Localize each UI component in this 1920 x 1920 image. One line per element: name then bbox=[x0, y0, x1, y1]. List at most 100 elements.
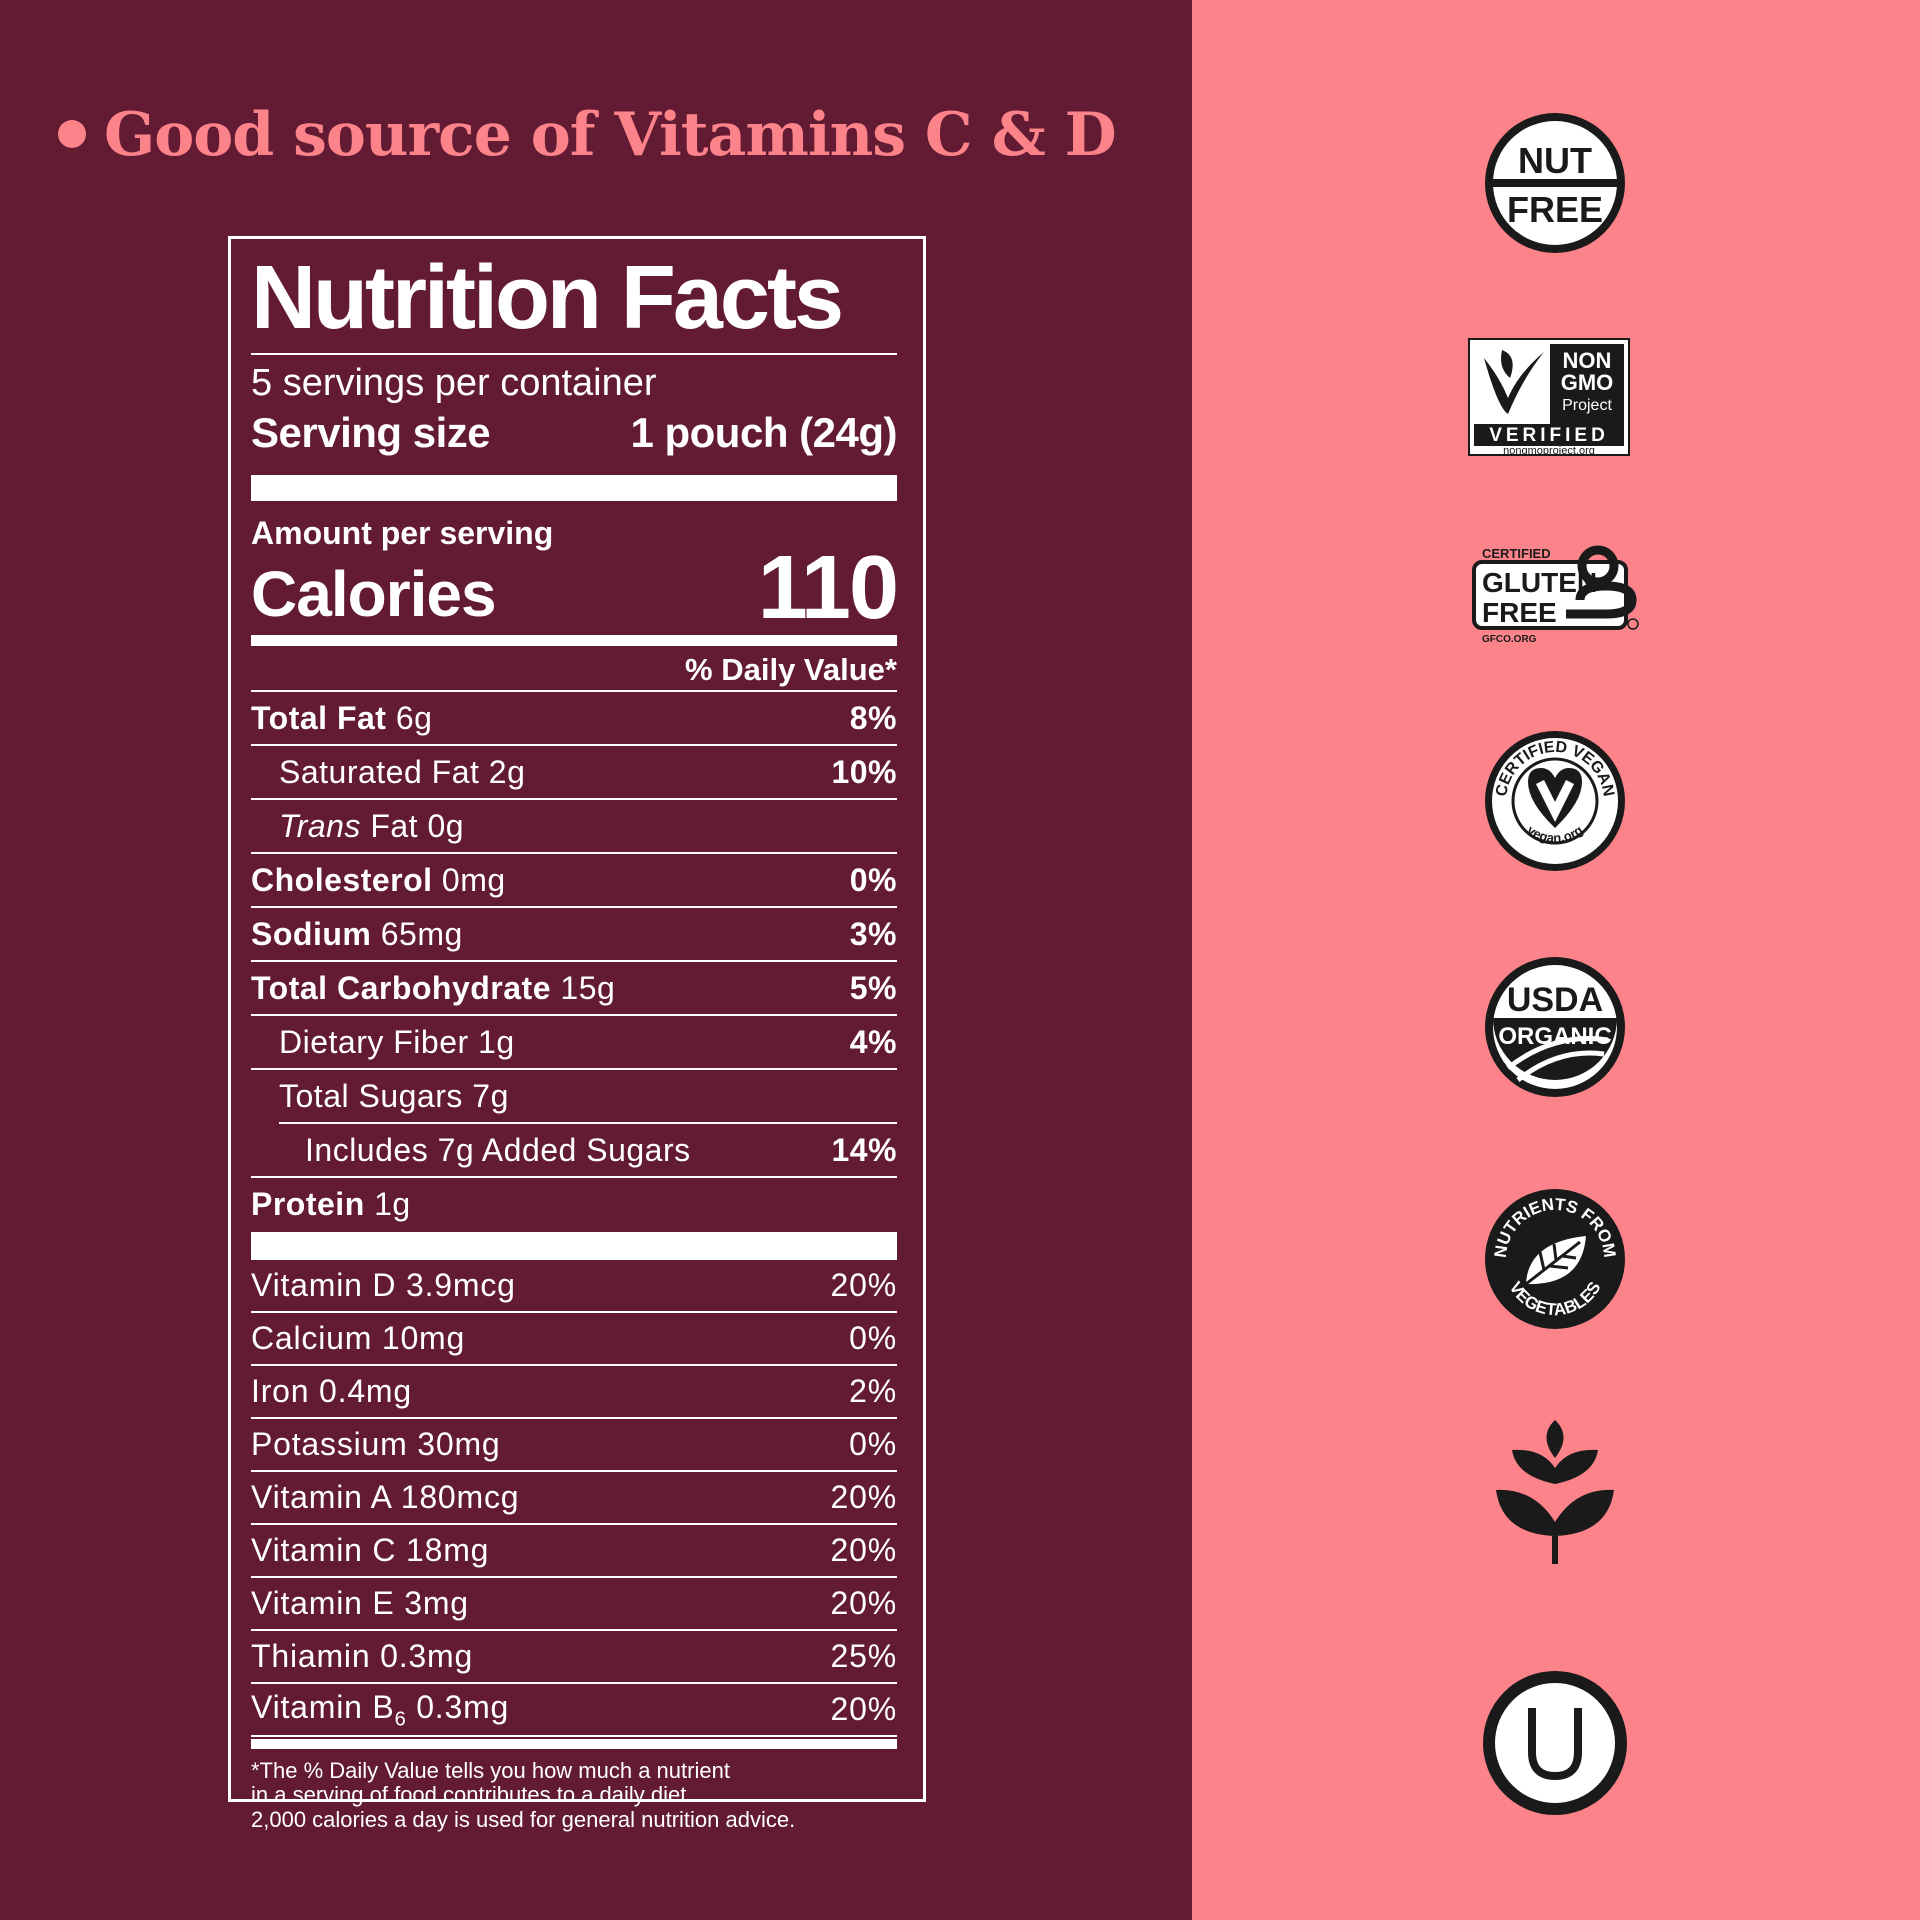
vitamin-name: Vitamin D 3.9mcg bbox=[251, 1267, 516, 1304]
vitamin-dv: 20% bbox=[830, 1585, 897, 1622]
nutrient-row: Protein 1g bbox=[251, 1176, 897, 1230]
nutrient-name: Cholesterol bbox=[251, 861, 433, 898]
vitamin-name: Potassium 30mg bbox=[251, 1426, 501, 1463]
non-gmo-text: NON bbox=[1563, 348, 1612, 373]
svg-text:vegan.org: vegan.org bbox=[1524, 822, 1585, 845]
nutrients-from-vegetables-icon: NUTRIENTS FROM VEGETABLES bbox=[1484, 1188, 1626, 1330]
nutrient-dv: 10% bbox=[831, 753, 897, 790]
serving-size-row: Serving size 1 pouch (24g) bbox=[251, 409, 897, 457]
calories-row: Calories 110 bbox=[251, 537, 899, 638]
nutrient-name: Trans bbox=[279, 807, 361, 844]
nutrient-dv: 8% bbox=[849, 699, 897, 736]
non-gmo-icon: NON GMO Project VERIFIED nongmoproject.o… bbox=[1468, 338, 1630, 456]
amount-per-serving: Amount per serving bbox=[251, 514, 554, 551]
nutrient-name: Sodium bbox=[251, 915, 372, 952]
nutrient-row: Dietary Fiber 1g 4% bbox=[251, 1014, 897, 1068]
headline-text: Good source of Vitamins C & D bbox=[104, 100, 1117, 170]
nutrient-row: Total Fat 6g 8% bbox=[251, 690, 897, 744]
nutrient-row: Total Sugars 7g bbox=[251, 1068, 897, 1122]
nutrient-dv: 4% bbox=[849, 1023, 897, 1060]
vitamin-dv: 20% bbox=[830, 1532, 897, 1569]
calories-label: Calories bbox=[251, 558, 497, 631]
headline: Good source of Vitamins C & D bbox=[58, 100, 1117, 170]
footnote-line: 2,000 calories a day is used for general… bbox=[251, 1806, 796, 1832]
nutrient-dv: 0% bbox=[849, 861, 897, 898]
footnote: *The % Daily Value tells you how much a … bbox=[251, 1759, 897, 1832]
divider bbox=[251, 353, 897, 355]
vegan-text: vegan.org bbox=[1524, 822, 1585, 845]
nut-free-icon: NUT FREE bbox=[1484, 112, 1626, 254]
non-gmo-text: GMO bbox=[1561, 370, 1614, 395]
left-panel bbox=[0, 0, 1192, 1920]
vitamin-name-sub: 6 bbox=[394, 1707, 407, 1730]
serving-size-value: 1 pouch (24g) bbox=[630, 408, 897, 456]
nutrient-name: Total Fat bbox=[251, 699, 387, 736]
vitamin-row: Vitamin B6 0.3mg 20% bbox=[251, 1684, 897, 1738]
gluten-free-text: GFCO.ORG bbox=[1482, 634, 1537, 645]
footer-divider bbox=[251, 1739, 897, 1750]
nutrient-row: Includes 7g Added Sugars 14% bbox=[279, 1122, 897, 1176]
usda-text: ORGANIC bbox=[1498, 1023, 1611, 1050]
non-gmo-text: VERIFIED bbox=[1489, 425, 1609, 446]
nutrient-row: Trans Fat 0g bbox=[251, 798, 897, 852]
nutrient-amount: 15g bbox=[560, 969, 616, 1006]
nutrient-amount: Fat 0g bbox=[370, 807, 465, 844]
vitamin-row: Vitamin D 3.9mcg 20% bbox=[251, 1260, 897, 1314]
vitamin-name: Vitamin E 3mg bbox=[251, 1585, 469, 1622]
nutrient-name: Total Carbohydrate bbox=[251, 969, 551, 1006]
calories-value: 110 bbox=[757, 537, 899, 638]
nutrient-row: Saturated Fat 2g 10% bbox=[251, 744, 897, 798]
certified-vegan-icon: CERTIFIED VEGAN vegan.org bbox=[1484, 730, 1626, 872]
usda-text: USDA bbox=[1507, 981, 1603, 1019]
label-title: Nutrition Facts bbox=[251, 248, 844, 348]
vitamin-name: Vitamin B6 0.3mg bbox=[251, 1689, 509, 1731]
vitamin-dv: 20% bbox=[830, 1267, 897, 1304]
vitamin-name: Vitamin A 180mcg bbox=[251, 1479, 520, 1516]
gluten-free-text: FREE bbox=[1482, 597, 1557, 628]
nutrient-row: Sodium 65mg 3% bbox=[251, 906, 897, 960]
vitamin-row: Vitamin C 18mg 20% bbox=[251, 1525, 897, 1579]
usda-organic-icon: USDA ORGANIC bbox=[1484, 956, 1626, 1098]
daily-value-header: % Daily Value* bbox=[685, 652, 897, 688]
nut-free-text: FREE bbox=[1507, 189, 1603, 230]
servings-per-container: 5 servings per container bbox=[251, 362, 657, 404]
nutrient-amount: 1g bbox=[374, 1185, 411, 1222]
nutrient-dv: 3% bbox=[849, 915, 897, 952]
gluten-free-text: CERTIFIED bbox=[1482, 546, 1551, 561]
vitamin-dv: 20% bbox=[830, 1691, 897, 1728]
nutrient-name: Saturated Fat bbox=[279, 753, 480, 790]
bullet-dot bbox=[58, 119, 86, 148]
nutrient-amount: 1g bbox=[478, 1023, 515, 1060]
vitamin-dv: 20% bbox=[830, 1479, 897, 1516]
non-gmo-text: Project bbox=[1562, 397, 1612, 414]
vitamin-dv: 2% bbox=[849, 1373, 897, 1410]
serving-size-label: Serving size bbox=[251, 408, 491, 456]
nutrient-amount: 6g bbox=[395, 699, 433, 736]
vitamin-name: Thiamin 0.3mg bbox=[251, 1638, 474, 1675]
nutrient-dv: 5% bbox=[849, 969, 897, 1006]
kosher-u-icon bbox=[1482, 1670, 1628, 1816]
nutrient-row: Cholesterol 0mg 0% bbox=[251, 852, 897, 906]
wheat-icon bbox=[1494, 1418, 1616, 1566]
nutrient-name: Protein bbox=[251, 1185, 365, 1222]
nut-free-text: NUT bbox=[1518, 140, 1592, 181]
vitamin-name: Vitamin C 18mg bbox=[251, 1532, 490, 1569]
vitamin-row: Calcium 10mg 0% bbox=[251, 1313, 897, 1367]
vitamin-row: Vitamin A 180mcg 20% bbox=[251, 1472, 897, 1526]
nutrient-row: Total Carbohydrate 15g 5% bbox=[251, 960, 897, 1014]
vitamin-dv: 0% bbox=[849, 1320, 897, 1357]
nutrient-amount: 2g bbox=[488, 753, 526, 790]
thick-divider bbox=[251, 474, 897, 501]
vitamin-row: Thiamin 0.3mg 25% bbox=[251, 1631, 897, 1685]
nutrient-amount: 7g bbox=[472, 1077, 509, 1114]
vitamin-row: Potassium 30mg 0% bbox=[251, 1419, 897, 1473]
footnote-line: in a serving of food contributes to a da… bbox=[251, 1782, 693, 1808]
nutrient-dv: 14% bbox=[831, 1131, 897, 1168]
vitamin-row: Iron 0.4mg 2% bbox=[251, 1366, 897, 1420]
nutrient-name: Dietary Fiber bbox=[279, 1023, 469, 1060]
non-gmo-text: nongmoproject.org bbox=[1503, 445, 1595, 456]
nutrient-amount: 0mg bbox=[441, 861, 506, 898]
nutrition-facts-label: Nutrition Facts 5 servings per container… bbox=[228, 236, 926, 1831]
vitamin-name: Calcium 10mg bbox=[251, 1320, 466, 1357]
medium-divider bbox=[251, 635, 897, 647]
